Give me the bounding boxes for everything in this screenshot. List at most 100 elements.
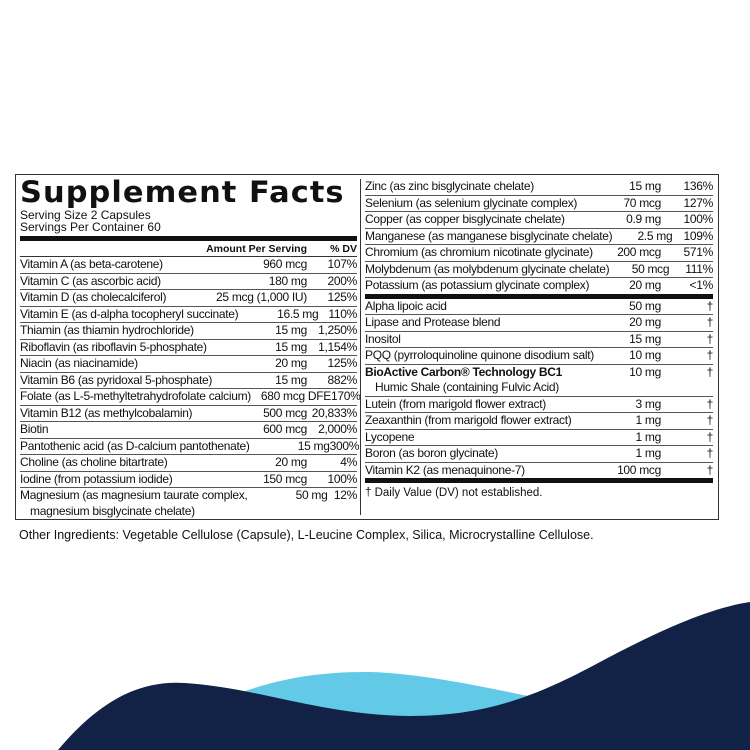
daily-value: 125% [327, 356, 358, 370]
nutrient-name: Choline (as choline bitartrate) [20, 455, 227, 471]
daily-value: † [706, 396, 714, 411]
amount-header: Amount Per Serving [206, 242, 307, 255]
nutrient-name: Iodine (from potassium iodide) [20, 472, 227, 488]
nutrient-name: Vitamin C (as ascorbic acid) [20, 274, 227, 290]
nutrient-label: Vitamin B6 (as pyridoxal 5-phosphate) [20, 372, 213, 387]
daily-value: 111% [685, 261, 713, 276]
nutrient-label: Thiamin (as thiamin hydrochloride) [20, 323, 194, 337]
daily-value: † [706, 348, 714, 362]
daily-value: 125% [327, 290, 358, 304]
nutrient-sublabel: magnesium bisglycinate chelate) [30, 503, 195, 518]
nutrient-name: Folate (as L-5-methyltetrahydrofolate ca… [20, 389, 251, 405]
table-row: Riboflavin (as riboflavin 5-phosphate) 15… [20, 339, 357, 356]
daily-value: 12% [333, 488, 357, 502]
amount: 100 mcg [617, 462, 661, 477]
table-row: Molybdenum (as molybdenum glycinate chel… [365, 261, 713, 278]
table-row: Pantothenic acid (as D-calcium pantothen… [20, 438, 360, 455]
nutrient-name: Biotin [20, 422, 227, 438]
daily-value: <1% [689, 278, 714, 292]
table-row: Zeaxanthin (from marigold flower extract… [365, 413, 713, 430]
amount: 0.9 mg [626, 212, 661, 226]
table-row: Alpha lipoic acid 50 mg † [365, 299, 713, 315]
nutrient-label: Niacin (as niacinamide) [20, 356, 138, 370]
nutrient-label: Vitamin C (as ascorbic acid) [20, 273, 161, 288]
table-row: Vitamin A (as beta-carotene) 960 mcg 107% [20, 257, 357, 274]
nutrient-name: Vitamin B12 (as methylcobalamin) [20, 406, 227, 422]
amount: 20 mg [629, 278, 661, 292]
nutrient-label: Vitamin K2 (as menaquinone-7) [365, 462, 525, 477]
nutrient-name: Riboflavin (as riboflavin 5-phosphate) [20, 340, 227, 356]
nutrient-label: Zinc (as zinc bisglycinate chelate) [365, 179, 534, 193]
nutrient-label: Lutein (from marigold flower extract) [365, 396, 546, 411]
nutrient-label: Chromium (as chromium nicotinate glycina… [365, 245, 593, 259]
amount: 1 mg [635, 446, 662, 460]
nutrient-name: Vitamin A (as beta-carotene) [20, 257, 227, 273]
daily-value: † [706, 462, 714, 477]
daily-value: † [706, 315, 714, 329]
amount: 15 mg [275, 372, 307, 387]
nutrient-label: Lipase and Protease blend [365, 315, 501, 329]
daily-value: † [706, 446, 714, 460]
nutrient-name: Niacin (as niacinamide) [20, 356, 227, 372]
daily-value: 1,154% [318, 339, 357, 354]
daily-value: 100% [683, 212, 714, 226]
nutrient-name: Copper (as copper bisglycinate chelate) [365, 212, 601, 228]
table-row: Magnesium (as magnesium taurate complex,… [20, 488, 357, 519]
daily-value: 107% [327, 257, 358, 271]
amount: 15 mg [275, 339, 307, 354]
table-row: Zinc (as zinc bisglycinate chelate) 15 mg… [365, 179, 713, 196]
serving-size: Serving Size 2 Capsules [20, 208, 151, 222]
table-row: Potassium (as potassium glycinate comple… [365, 278, 713, 294]
nutrient-name: Lipase and Protease blend [365, 315, 601, 331]
nutrient-name: Vitamin K2 (as menaquinone-7) [365, 463, 601, 479]
thick-rule [365, 293, 713, 299]
daily-value: 100% [327, 471, 358, 486]
daily-value: 136% [683, 179, 714, 193]
nutrient-label: Lycopene [365, 429, 415, 444]
daily-value: 4% [340, 455, 357, 469]
amount: 16.5 mg [277, 306, 319, 321]
nutrient-name: Zinc (as zinc bisglycinate chelate) [365, 179, 601, 195]
daily-value: 110% [328, 306, 357, 321]
table-row: Vitamin K2 (as menaquinone-7) 100 mcg † [365, 463, 713, 479]
nutrient-name: Vitamin B6 (as pyridoxal 5-phosphate) [20, 373, 227, 389]
nutrient-label: Manganese (as manganese bisglycinate che… [365, 228, 613, 243]
nutrient-name: Lycopene [365, 430, 601, 446]
nutrient-name: Potassium (as potassium glycinate comple… [365, 278, 601, 294]
table-row: Lycopene 1 mg † [365, 429, 714, 446]
supplement-facts-panel: Supplement Facts Serving Size 2 Capsules… [15, 174, 719, 520]
daily-value: 127% [683, 195, 714, 210]
daily-value: 2,000% [318, 422, 357, 436]
nutrient-label: Riboflavin (as riboflavin 5-phosphate) [20, 339, 207, 354]
nutrient-name: Inositol [365, 332, 601, 348]
amount: 15 mg [629, 331, 661, 346]
amount: 1 mg [635, 413, 662, 427]
table-row: Lutein (from marigold flower extract) 3 m… [365, 396, 714, 413]
daily-value: 300% [329, 438, 360, 453]
table-row: Vitamin B6 (as pyridoxal 5-phosphate) 15 … [20, 372, 357, 389]
nutrient-name: Pantothenic acid (as D-calcium pantothen… [20, 439, 250, 455]
amount: 50 mg [295, 488, 328, 502]
nutrient-name: Alpha lipoic acid [365, 299, 601, 315]
column-divider [360, 179, 361, 515]
daily-value: 20,833% [311, 405, 358, 420]
nutrient-name: Molybdenum (as molybdenum glycinate chel… [365, 262, 610, 278]
nutrient-name: Vitamin E (as d-alpha tocopheryl succina… [20, 307, 239, 323]
table-row: Choline (as choline bitartrate) 20 mg 4% [20, 455, 357, 472]
right-column: Zinc (as zinc bisglycinate chelate) 15 mg… [365, 179, 713, 499]
amount: 20 mg [275, 455, 307, 469]
nutrient-label: Potassium (as potassium glycinate comple… [365, 278, 590, 292]
nutrient-label: Zeaxanthin (from marigold flower extract… [365, 413, 572, 427]
nutrient-label: Folate (as L-5-methyltetrahydrofolate ca… [20, 389, 251, 403]
amount: 10 mg [629, 348, 661, 362]
nutrient-label: BioActive Carbon® Technology BC1 [365, 364, 563, 379]
table-row: Iodine (from potassium iodide) 150 mcg 100… [20, 471, 358, 488]
nutrient-sublabel: Humic Shale (containing Fulvic Acid) [375, 380, 559, 394]
daily-value: † [706, 429, 714, 444]
table-row: Folate (as L-5-methyltetrahydrofolate ca… [20, 389, 361, 406]
panel-title: Supplement Facts [20, 175, 345, 209]
table-row: Biotin 600 mcg 2,000% [20, 422, 357, 439]
thick-rule [365, 478, 713, 483]
amount: 600 mcg [263, 422, 307, 436]
amount: 1 mg [635, 429, 662, 444]
